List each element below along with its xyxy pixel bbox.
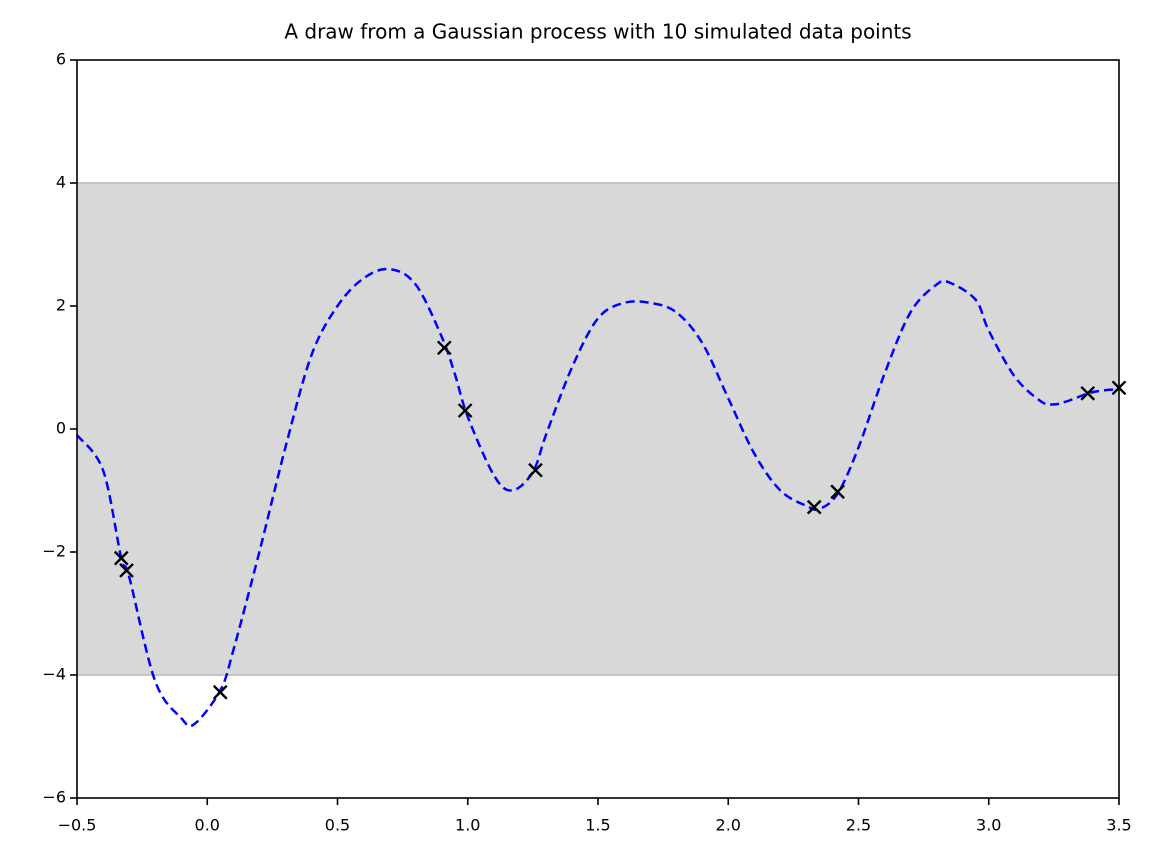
data-point bbox=[830, 484, 846, 500]
chart-title: A draw from a Gaussian process with 10 s… bbox=[284, 20, 911, 44]
y-tick-label: 2 bbox=[56, 296, 66, 315]
band bbox=[77, 183, 1119, 675]
y-tick-label: 6 bbox=[56, 50, 66, 69]
x-tick-label: 1.0 bbox=[455, 816, 480, 835]
y-tick-label: 0 bbox=[56, 419, 66, 438]
y-tick-label: −4 bbox=[42, 665, 66, 684]
x-tick-label: 0.5 bbox=[325, 816, 350, 835]
data-point bbox=[436, 340, 452, 356]
x-tick-label: 3.5 bbox=[1106, 816, 1131, 835]
x-tick-label: 3.0 bbox=[976, 816, 1001, 835]
y-tick-label: −2 bbox=[42, 542, 66, 561]
data-point bbox=[528, 462, 543, 478]
x-tick-label: −0.5 bbox=[58, 816, 97, 835]
data-point bbox=[1080, 385, 1096, 401]
data-point bbox=[119, 563, 134, 578]
x-tick-label: 2.5 bbox=[846, 816, 871, 835]
gp-line bbox=[75, 267, 1120, 728]
y-tick-label: 4 bbox=[56, 173, 66, 192]
data-point bbox=[806, 499, 822, 515]
x-tick-label: 1.5 bbox=[585, 816, 610, 835]
y-tick-label: −6 bbox=[42, 788, 66, 807]
x-tick-label: 2.0 bbox=[716, 816, 741, 835]
data-point bbox=[113, 550, 129, 566]
data-point bbox=[457, 403, 473, 418]
data-point bbox=[212, 684, 228, 700]
x-tick-label: 0.0 bbox=[195, 816, 220, 835]
